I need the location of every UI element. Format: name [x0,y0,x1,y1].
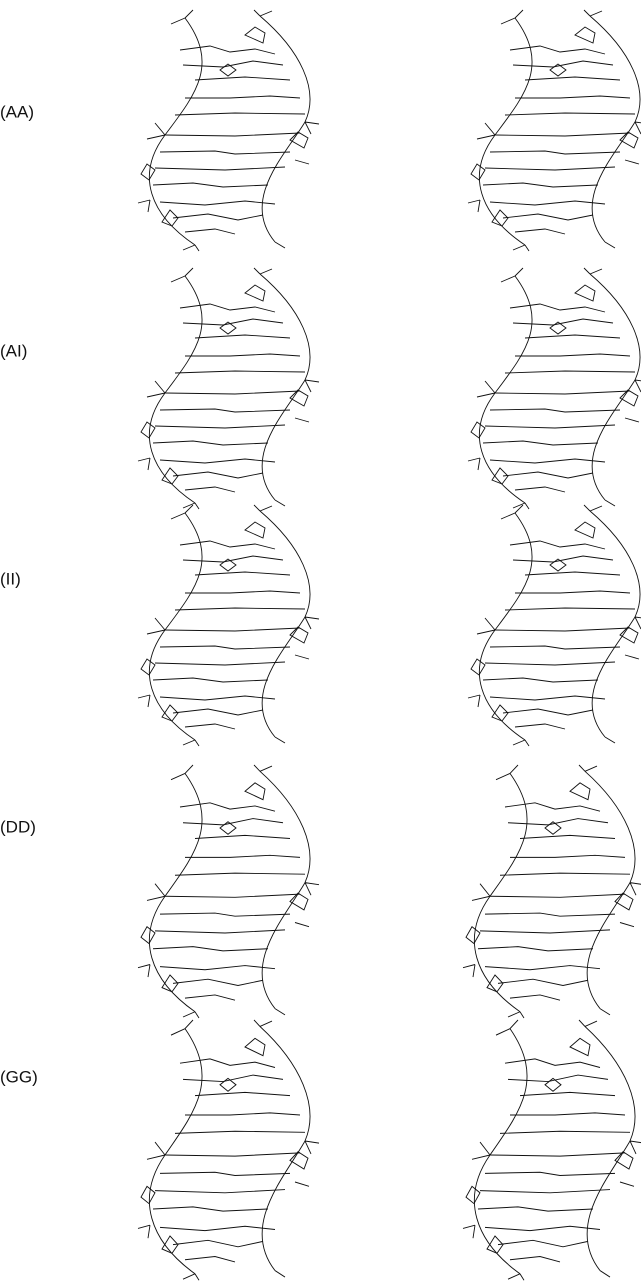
panel-label: (AI) [0,341,27,360]
molecule [462,764,641,1019]
molecule [137,9,320,252]
panel-label: (AA) [0,102,34,121]
molecule [137,764,320,1019]
molecule [137,1019,320,1281]
panel-label: (DD) [0,817,36,836]
molecule [467,9,641,252]
molecule [137,504,320,747]
panel-label: (II) [0,569,21,588]
structure-row [137,267,641,510]
molecule [467,504,641,747]
molecule [137,267,320,510]
structure-row [137,504,641,747]
structure-row [137,1019,641,1281]
molecule [462,1019,641,1281]
structure-row [137,9,641,252]
structure-row [137,764,641,1019]
panel-label: (GG) [0,1067,38,1086]
molecule [467,267,641,510]
